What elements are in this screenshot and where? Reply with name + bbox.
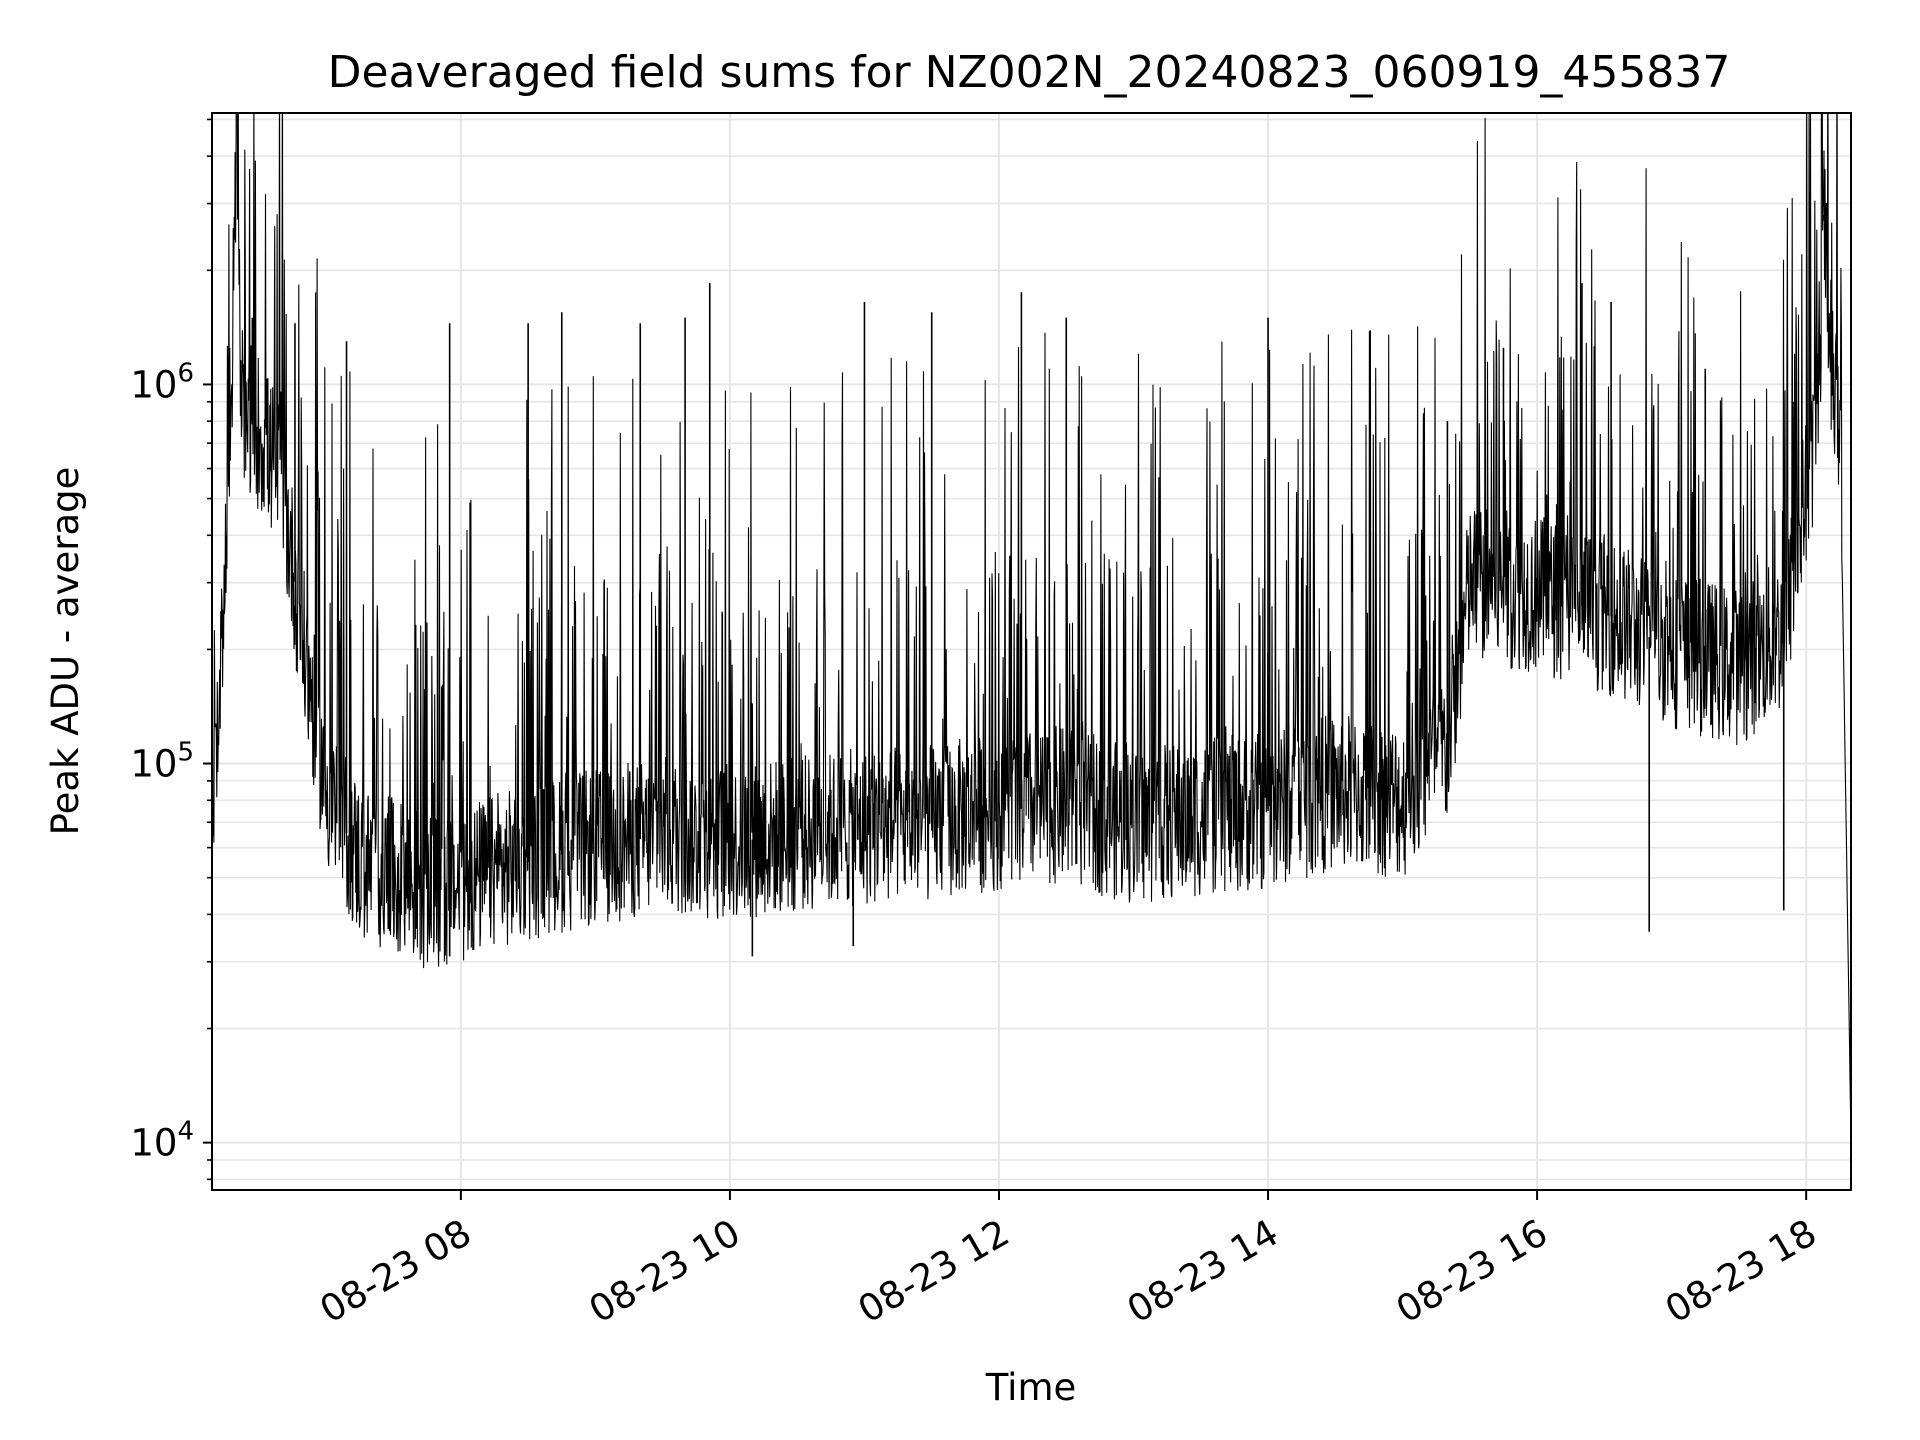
plot-frame	[211, 112, 1852, 1191]
series-line	[212, 113, 1851, 1143]
x-axis-label: Time	[985, 1366, 1077, 1409]
y-tick-label: 106	[130, 358, 194, 406]
y-axis-label: Peak ADU - average	[44, 467, 87, 836]
plot-area	[212, 113, 1851, 1143]
y-axis-ticks: 104 105 106	[130, 118, 212, 1181]
chart-title: Deaveraged field sums for NZ002N_2024082…	[328, 47, 1731, 98]
y-tick-label: 104	[130, 1117, 194, 1165]
y-tick-label: 105	[130, 738, 194, 786]
